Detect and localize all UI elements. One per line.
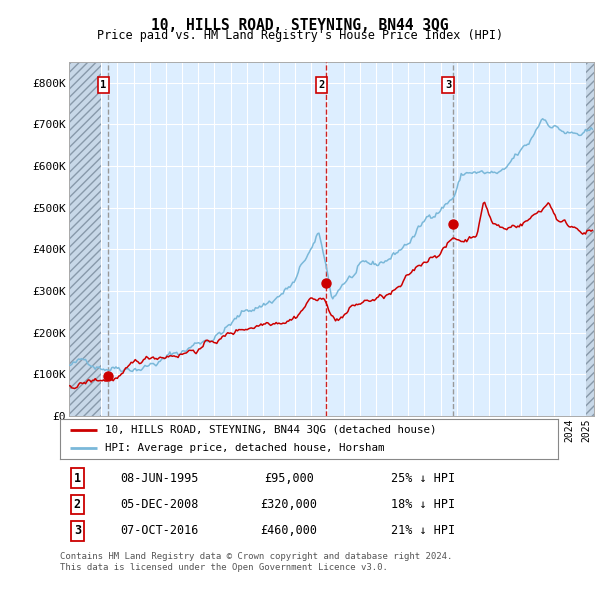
Text: 2: 2 xyxy=(319,80,325,90)
Text: 18% ↓ HPI: 18% ↓ HPI xyxy=(391,498,455,511)
Text: 08-JUN-1995: 08-JUN-1995 xyxy=(121,471,199,484)
Text: HPI: Average price, detached house, Horsham: HPI: Average price, detached house, Hors… xyxy=(105,443,385,453)
Text: This data is licensed under the Open Government Licence v3.0.: This data is licensed under the Open Gov… xyxy=(60,563,388,572)
Text: 10, HILLS ROAD, STEYNING, BN44 3QG: 10, HILLS ROAD, STEYNING, BN44 3QG xyxy=(151,18,449,32)
Text: £320,000: £320,000 xyxy=(260,498,317,511)
Text: 1: 1 xyxy=(74,471,81,484)
Text: 25% ↓ HPI: 25% ↓ HPI xyxy=(391,471,455,484)
Text: £460,000: £460,000 xyxy=(260,525,317,537)
Text: 1: 1 xyxy=(100,80,107,90)
Text: 3: 3 xyxy=(445,80,451,90)
Text: 10, HILLS ROAD, STEYNING, BN44 3QG (detached house): 10, HILLS ROAD, STEYNING, BN44 3QG (deta… xyxy=(105,425,436,435)
Text: 2: 2 xyxy=(74,498,81,511)
Text: 21% ↓ HPI: 21% ↓ HPI xyxy=(391,525,455,537)
Text: Price paid vs. HM Land Registry's House Price Index (HPI): Price paid vs. HM Land Registry's House … xyxy=(97,30,503,42)
Text: Contains HM Land Registry data © Crown copyright and database right 2024.: Contains HM Land Registry data © Crown c… xyxy=(60,552,452,560)
Text: £95,000: £95,000 xyxy=(264,471,314,484)
Text: 05-DEC-2008: 05-DEC-2008 xyxy=(121,498,199,511)
Text: 3: 3 xyxy=(74,525,81,537)
Bar xyxy=(586,62,594,416)
Bar xyxy=(69,62,101,416)
Text: 07-OCT-2016: 07-OCT-2016 xyxy=(121,525,199,537)
